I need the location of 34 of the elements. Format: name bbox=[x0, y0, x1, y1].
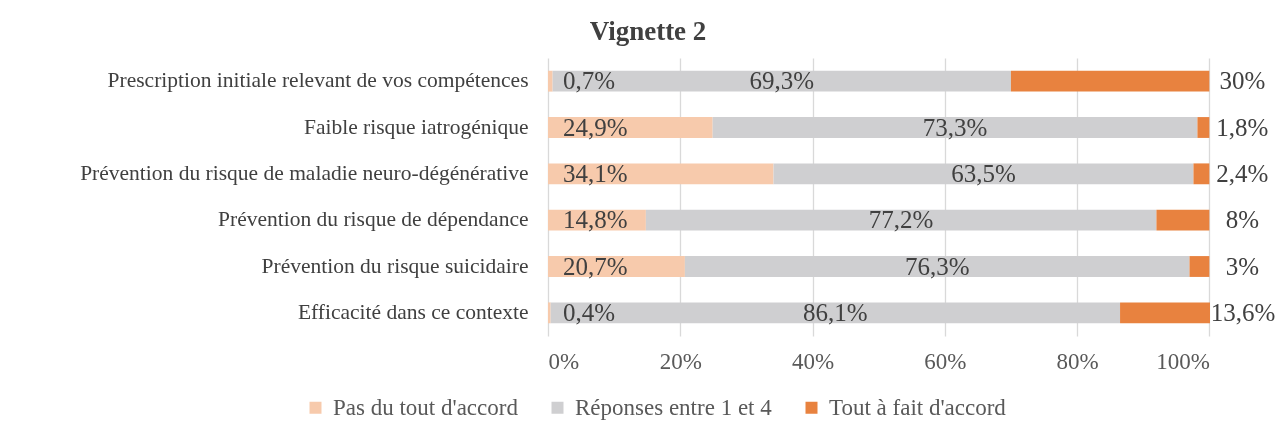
data-label: 86,1% bbox=[803, 298, 868, 326]
x-tick-label: 40% bbox=[791, 348, 835, 374]
legend-label: Réponses entre 1 et 4 bbox=[575, 394, 773, 420]
data-label: 30% bbox=[1219, 67, 1266, 95]
legend-label: Tout à fait d'accord bbox=[829, 394, 1007, 420]
x-tick-label: 60% bbox=[924, 348, 967, 374]
data-label: 24,9% bbox=[563, 113, 628, 141]
y-tick-label: Prévention du risque de maladie neuro-dégénérative bbox=[80, 160, 529, 185]
x-tick-label: 100% bbox=[1156, 348, 1210, 374]
y-tick-label: Prévention du risque de dépendance bbox=[218, 207, 529, 232]
data-label: 76,3% bbox=[904, 252, 970, 280]
data-label: 1,8% bbox=[1216, 113, 1269, 141]
x-tick-label: 20% bbox=[659, 348, 702, 374]
data-label: 77,2% bbox=[868, 206, 934, 234]
legend-label: Pas du tout d'accord bbox=[333, 394, 519, 420]
chart-title: Vignette 2 bbox=[589, 16, 707, 46]
y-tick-label: Faible risque iatrogénique bbox=[304, 114, 529, 139]
y-tick-label: Efficacité dans ce contexte bbox=[297, 299, 529, 324]
data-label: 8% bbox=[1225, 206, 1259, 234]
data-label: 34,1% bbox=[563, 159, 628, 187]
data-label: 14,8% bbox=[563, 206, 628, 234]
data-label: 69,3% bbox=[749, 67, 815, 95]
data-label: 2,4% bbox=[1216, 159, 1269, 187]
data-label: 20,7% bbox=[563, 252, 628, 280]
data-label: 3% bbox=[1225, 252, 1259, 280]
y-tick-label: Prévention du risque suicidaire bbox=[261, 253, 529, 278]
x-tick-label: 80% bbox=[1056, 348, 1099, 374]
data-label: 0,4% bbox=[563, 298, 616, 326]
x-tick-label: 0% bbox=[548, 348, 580, 374]
data-label: 13,6% bbox=[1210, 298, 1276, 326]
data-label: 0,7% bbox=[563, 67, 616, 95]
data-label: 63,5% bbox=[951, 159, 1016, 187]
y-tick-label: Prescription initiale relevant de vos compétences bbox=[107, 68, 529, 93]
data-label: 73,3% bbox=[922, 113, 988, 141]
